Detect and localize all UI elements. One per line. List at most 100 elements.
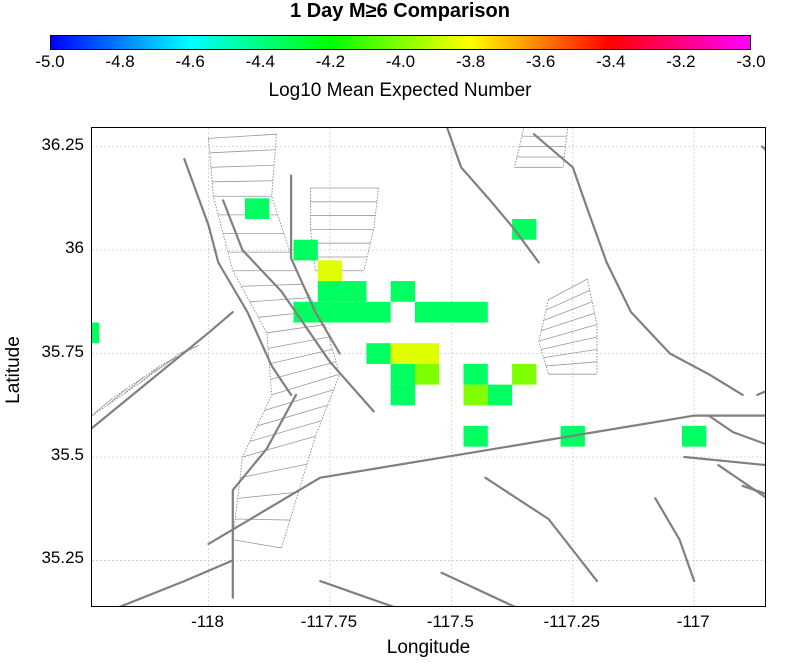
fault-zone-east-rung [548,278,588,301]
fault-zone-west-rung [270,361,337,380]
fault-zone-east-rung [543,348,598,359]
fault-zone-southwest-rung [92,398,112,416]
fault-trace [717,464,765,499]
fault-zone-east-rung [545,290,590,311]
x-tick-label: -117.25 [543,612,600,631]
fault-trace [683,455,765,467]
fault-trace [231,393,298,599]
fault-trace [222,199,375,413]
colorbar-tick-label: -3.2 [666,52,696,71]
fault-zone-west-rung [249,297,311,303]
forecast-cell [92,322,100,344]
fault-zone-west-rung [271,373,340,396]
colorbar-tick-label: -5.0 [35,52,65,71]
colorbar-tick-label: -4.2 [315,52,346,71]
fault-trace [440,571,516,606]
fault-trace [183,157,293,396]
fault-zone-west-rung [241,283,304,287]
fault-zone-west-rung [210,164,275,168]
x-tick-label: -118 [191,612,224,631]
fault-zone-east-left [538,299,549,375]
forecast-cell [245,198,270,219]
colorbar-tick-label: -4.8 [105,52,135,71]
colorbar-label: Log10 Mean Expected Number [268,80,532,101]
y-tick-label: 36.25 [41,134,84,154]
fault-trace [118,559,234,606]
forecast-cell [342,281,367,302]
fault-trace [446,128,540,264]
colorbar-tick-label: -3.6 [526,52,556,71]
fault-trace [290,174,341,355]
map-title: 1 Day M≥6 Comparison [290,0,510,22]
fault-trace [707,414,765,446]
fault-zone-west-rung [249,420,322,442]
x-axis-label: Longitude [386,637,471,658]
fault-zone-west-rung [242,435,316,458]
fault-zone-east-right [586,278,598,375]
forecast-cell [366,301,391,323]
forecast-cell [390,363,415,385]
fault-zone-west-rung [212,180,273,183]
forecast-cell [293,239,318,261]
fault-zone-west-rung [232,539,282,549]
y-tick-label: 35.25 [41,548,84,568]
y-tick-label: 35.75 [41,341,84,361]
colorbar [50,35,751,50]
colorbar-tick-label: -4.0 [385,52,416,71]
fault-trace [756,390,765,396]
fault-trace [92,311,234,430]
y-tick-label: 35.5 [50,444,84,464]
fault-trace [532,133,744,396]
forecast-cell [463,384,488,406]
forecast-cell [414,301,440,323]
colorbar-tick-label: -3.4 [596,52,626,71]
fault-zone-west-rung [267,336,329,349]
forecast-cell [439,301,464,323]
forecast-cell [414,343,440,364]
fault-trace [207,414,765,545]
fault-zone-west-rung [209,149,276,154]
fault-trace [319,580,395,606]
forecast-cell [390,343,415,364]
map-canvas [92,128,765,606]
x-tick-label: -117.75 [300,612,358,631]
forecast-cell [293,301,318,323]
fault-zone-southwest-rung [124,376,145,394]
fault-trace [484,476,599,583]
forecast-cell [463,425,488,447]
fault-zone-west-rung [237,491,299,499]
forecast-cell [366,343,391,364]
fault-zone-west-rung [208,133,277,139]
fault-zone-west-rung [240,463,307,479]
colorbar-tick-label: -4.4 [245,52,275,71]
x-tick-label: -117 [676,612,710,631]
colorbar-tick-label: -3.8 [455,52,486,71]
fault-trace [761,145,765,151]
fault-zone-east-rung [546,361,598,367]
forecast-cell [463,301,488,323]
fault-zone-west-left [208,138,273,540]
fault-zone-north-right [562,128,569,168]
fault-zone-southwest-rung [140,365,161,383]
fault-zone-west-rung [235,518,290,521]
forecast-cell [414,363,440,385]
fault-zone-east-rung [541,312,595,332]
forecast-cell [342,301,367,323]
fault-zone-southwest-rung [107,387,128,405]
fault-trace [654,497,696,583]
fault-zone-west-rung [256,404,328,427]
colorbar-tick-label: -4.6 [175,52,205,71]
colorbar-tick-label: -3.0 [736,52,766,71]
forecast-cell [390,281,415,302]
map-plot-area[interactable] [91,127,766,607]
fault-zone-east-rung [541,336,598,350]
forecast-cell [317,301,343,323]
forecast-cell [682,425,707,447]
fault-zone-east-rung [538,324,598,342]
fault-zone-north-left [514,128,525,168]
fault-zone-east-rung [543,301,593,321]
forecast-cell [463,363,488,385]
x-tick-label: -117.5 [426,612,474,631]
forecast-cell [390,384,415,406]
forecast-cell [317,281,343,302]
